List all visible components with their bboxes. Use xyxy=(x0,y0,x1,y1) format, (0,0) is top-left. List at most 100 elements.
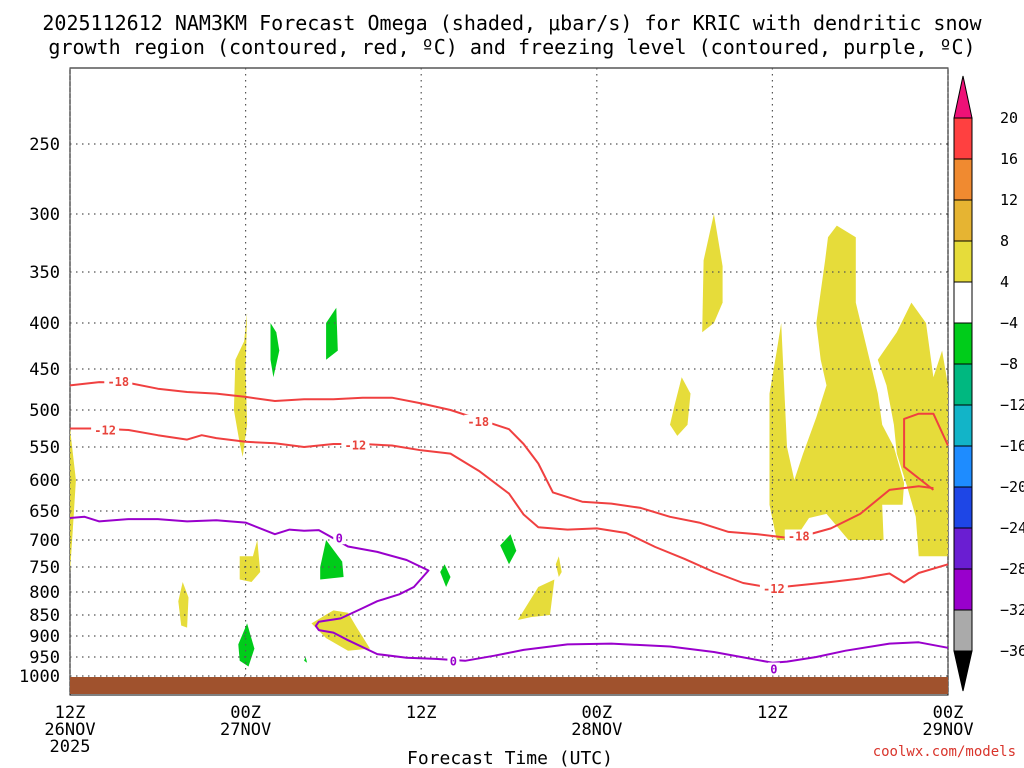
x-tick-label-0-2: 2025 xyxy=(50,737,91,757)
contour-label-bg-7 xyxy=(447,654,460,668)
y-tick-label-600: 600 xyxy=(29,471,60,491)
omega-region-13 xyxy=(320,540,344,580)
omega-region-17 xyxy=(304,657,308,663)
chart-title-line1: 2025112612 NAM3KM Forecast Omega (shaded… xyxy=(42,11,982,35)
colorbar-swatch-2 xyxy=(953,199,973,242)
colorbar-swatch-11 xyxy=(953,568,973,611)
chart-title-line2: growth region (contoured, red, ºC) and f… xyxy=(48,35,975,59)
x-tick-label-5-0: 00Z xyxy=(933,703,964,723)
colorbar-bottom-arrow xyxy=(953,650,973,692)
colorbar-swatch-7 xyxy=(953,404,973,447)
y-tick-label-300: 300 xyxy=(29,205,60,225)
contour-label-bg-4 xyxy=(784,529,813,543)
credit-text: coolwx.com/models xyxy=(873,744,1016,760)
y-tick-label-1000: 1000 xyxy=(19,667,60,687)
x-tick-label-3-0: 00Z xyxy=(581,703,612,723)
colorbar-label-5: −4 xyxy=(1000,314,1018,332)
x-tick-label-5-1: 29NOV xyxy=(922,720,973,740)
omega-region-2 xyxy=(239,540,261,582)
omega-region-12 xyxy=(326,307,338,360)
contour-line-2 xyxy=(903,412,949,491)
x-tick-label-0-1: 26NOV xyxy=(44,720,95,740)
colorbar-top-arrow xyxy=(953,75,973,119)
omega-region-16 xyxy=(238,623,255,667)
colorbar-label-1: 16 xyxy=(1000,150,1018,168)
contour-label-bg-8 xyxy=(767,662,780,676)
plot-frame xyxy=(69,67,949,696)
contour-line-3 xyxy=(69,515,949,664)
contour-label-3: -12 xyxy=(345,439,367,453)
omega-region-10 xyxy=(555,556,562,577)
contour-label-1: -12 xyxy=(94,424,116,438)
omega-region-0 xyxy=(70,428,76,572)
colorbar-label-11: −28 xyxy=(1000,560,1024,578)
colorbar-label-8: −16 xyxy=(1000,437,1024,455)
colorbar-swatch-8 xyxy=(953,445,973,488)
y-tick-label-400: 400 xyxy=(29,314,60,334)
omega-region-5 xyxy=(670,377,691,436)
y-tick-label-800: 800 xyxy=(29,583,60,603)
omega-region-9 xyxy=(517,579,555,620)
contour-label-6: 0 xyxy=(336,531,343,545)
omega-region-3 xyxy=(178,582,189,628)
y-tick-label-250: 250 xyxy=(29,135,60,155)
omega-shading xyxy=(70,214,948,667)
y-tick-label-950: 950 xyxy=(29,648,60,668)
colorbar-label-13: −36 xyxy=(1000,642,1024,660)
y-tick-label-700: 700 xyxy=(29,531,60,551)
colorbar-label-9: −20 xyxy=(1000,478,1024,496)
x-tick-label-1-0: 00Z xyxy=(230,703,261,723)
colorbar-label-0: 20 xyxy=(1000,109,1018,127)
x-tick-label-1-1: 27NOV xyxy=(220,720,271,740)
contour-label-2: -18 xyxy=(467,415,489,429)
y-tick-label-450: 450 xyxy=(29,360,60,380)
y-tick-label-350: 350 xyxy=(29,263,60,283)
contour-label-5: -12 xyxy=(763,582,785,596)
colorbar-swatch-9 xyxy=(953,486,973,529)
contour-label-bg-5 xyxy=(759,582,788,595)
colorbar-swatch-5 xyxy=(953,322,973,365)
colorbar-swatch-6 xyxy=(953,363,973,406)
colorbar-swatch-10 xyxy=(953,527,973,570)
omega-region-15 xyxy=(500,534,517,565)
y-tick-label-550: 550 xyxy=(29,438,60,458)
omega-region-7 xyxy=(769,225,905,540)
x-tick-label-0-0: 12Z xyxy=(55,703,86,723)
y-tick-label-500: 500 xyxy=(29,401,60,421)
colorbar-label-12: −32 xyxy=(1000,601,1024,619)
omega-region-6 xyxy=(702,214,723,333)
x-axis-title: Forecast Time (UTC) xyxy=(407,748,613,768)
y-tick-label-650: 650 xyxy=(29,502,60,522)
colorbar-label-3: 8 xyxy=(1000,232,1009,250)
contour-lines: -18 -12 -18 -12 -18 -12 0 0 0 xyxy=(69,375,949,677)
contour-label-bg-3 xyxy=(341,438,370,452)
contour-label-bg-1 xyxy=(91,423,120,437)
omega-region-8 xyxy=(877,302,948,557)
omega-region-11 xyxy=(270,323,280,378)
colorbar-label-4: 4 xyxy=(1000,273,1009,291)
x-tick-label-2-0: 12Z xyxy=(406,703,437,723)
colorbar-swatch-12 xyxy=(953,609,973,652)
contour-label-8: 0 xyxy=(770,663,777,677)
x-tick-label-3-1: 28NOV xyxy=(571,720,622,740)
colorbar-label-6: −8 xyxy=(1000,355,1018,373)
colorbar-label-7: −12 xyxy=(1000,396,1024,414)
colorbar-swatch-0 xyxy=(953,117,973,160)
y-tick-label-850: 850 xyxy=(29,606,60,626)
y-tick-label-900: 900 xyxy=(29,627,60,647)
colorbar-swatch-1 xyxy=(953,158,973,201)
omega-colorbar: 20 16 12 8 4 −4 −8 −12 −16 −20 −24 −28 −32 −36 xyxy=(953,75,1024,692)
contour-label-0: -18 xyxy=(107,375,129,389)
colorbar-swatch-4 xyxy=(953,281,973,324)
contour-label-4: -18 xyxy=(788,530,810,544)
x-tick-label-4-0: 12Z xyxy=(757,703,788,723)
contour-label-7: 0 xyxy=(450,655,457,669)
contour-line-1 xyxy=(70,427,949,589)
y-tick-label-750: 750 xyxy=(29,558,60,578)
omega-region-1 xyxy=(233,312,248,457)
contour-label-bg-2 xyxy=(464,414,493,428)
contour-label-bg-0 xyxy=(104,375,133,389)
colorbar-label-10: −24 xyxy=(1000,519,1024,537)
